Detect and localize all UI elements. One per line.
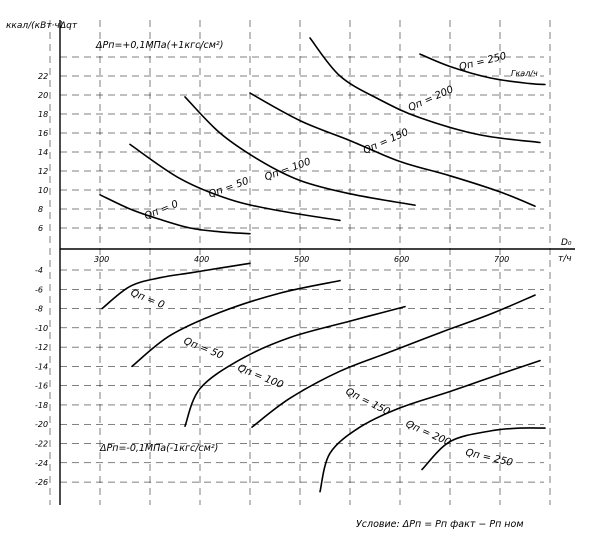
curve-upper-q0 xyxy=(99,194,251,235)
y-axis-symbol-label: Δqт xyxy=(59,21,78,31)
curve-upper-q100 xyxy=(184,96,416,206)
condition-note: Условие: ΔPп = Pп факт − Pп ном xyxy=(356,519,524,530)
x-axis-unit-label: т/ч xyxy=(558,254,572,264)
x-tick-label: 600 xyxy=(394,255,409,264)
curve-lower-q200 xyxy=(319,359,541,493)
curve-upper-q50 xyxy=(129,143,341,222)
curve-lower-q100 xyxy=(184,305,406,427)
y-tick-label: 8 xyxy=(38,205,43,214)
y-tick-label: -18 xyxy=(35,401,48,410)
series-label-lower: Qп = 150 xyxy=(344,386,392,418)
y-tick-label: -10 xyxy=(35,324,48,333)
y-tick-label: -8 xyxy=(35,305,43,314)
x-tick-label: 300 xyxy=(94,255,109,264)
series-label-lower: Qп = 50 xyxy=(182,336,225,362)
curve-upper-q200 xyxy=(309,37,541,144)
curve-lower-q250 xyxy=(421,427,546,471)
y-tick-label: 12 xyxy=(38,167,48,176)
lower-panel-annotation: ΔPп=-0,1МПа(-1кгс/см²) xyxy=(99,443,218,454)
y-tick-label: -24 xyxy=(35,459,48,468)
series-label-upper: Qп = 50 xyxy=(207,176,250,201)
y-tick-label: -14 xyxy=(35,362,48,371)
y-tick-label: 16 xyxy=(38,129,48,138)
y-tick-label: -16 xyxy=(35,382,48,391)
y-tick-label: 22 xyxy=(38,72,48,81)
upper-panel-annotation: ΔPп=+0,1МПа(+1кгс/см²) xyxy=(95,40,223,51)
labels: 300 400 500 600 700 6 8 10 12 14 16 18 20 22 -4 -6 -8 -10… xyxy=(35,51,514,487)
curve-upper-q150 xyxy=(249,92,536,207)
y-tick-label: 14 xyxy=(38,148,48,157)
curve-lower-q150 xyxy=(251,294,536,428)
y-tick-label: -22 xyxy=(35,440,48,449)
grid xyxy=(49,20,551,505)
y-axis-unit-label: ккал/(кВт·ч) xyxy=(6,21,63,31)
curve-upper-q250 xyxy=(419,53,546,86)
y-tick-label: -26 xyxy=(35,478,48,487)
y-tick-label: 20 xyxy=(38,91,48,100)
axes xyxy=(59,20,575,505)
series-label-upper: Qп = 100 xyxy=(263,156,312,183)
x-tick-label: 500 xyxy=(294,255,309,264)
series-label-lower: Qп = 0 xyxy=(129,288,166,312)
x-tick-label: 700 xyxy=(494,255,509,264)
y-tick-label: 6 xyxy=(38,224,43,233)
x-tick-label: 400 xyxy=(194,255,209,264)
y-tick-label: 18 xyxy=(38,110,48,119)
series-label-lower: Qп = 200 xyxy=(404,419,453,449)
y-tick-label: -6 xyxy=(35,285,43,294)
series-label-upper: Qп = 0 xyxy=(143,199,180,223)
curve-lower-q0 xyxy=(101,262,251,310)
curves xyxy=(99,37,546,493)
series-label-upper: Qп = 200 xyxy=(407,84,456,114)
x-axis-symbol-label: D₀ xyxy=(561,238,572,248)
y-tick-label: -20 xyxy=(35,420,48,429)
y-tick-label: -4 xyxy=(35,266,43,275)
curve-lower-q50 xyxy=(131,279,341,368)
curve-unit-label-250: Гкал/ч xyxy=(511,69,538,78)
y-tick-label: 10 xyxy=(38,186,48,195)
series-label-lower: Qп = 250 xyxy=(464,447,513,469)
y-tick-label: -12 xyxy=(35,343,48,352)
series-label-lower: Qп = 100 xyxy=(236,363,285,391)
